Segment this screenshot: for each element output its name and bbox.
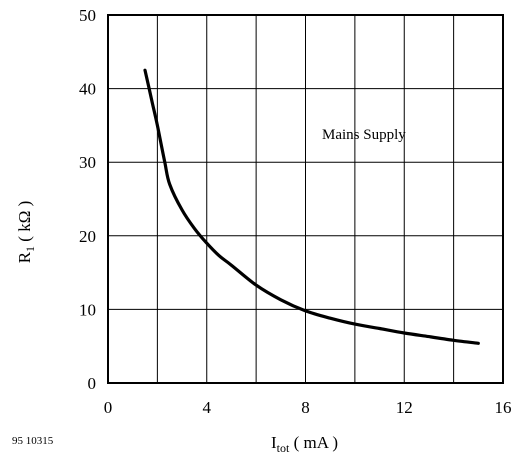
y-tick-label: 40 xyxy=(79,80,96,99)
x-axis-label-main: I xyxy=(271,433,277,452)
y-axis-label-unit: ( kΩ ) xyxy=(15,201,34,246)
y-tick-label: 0 xyxy=(88,374,97,393)
x-axis-label-unit: ( mA ) xyxy=(289,433,338,452)
y-tick-labels: 0 10 20 30 40 50 xyxy=(79,6,96,393)
plot-frame xyxy=(107,14,504,384)
y-tick-label: 30 xyxy=(79,153,96,172)
x-tick-label: 4 xyxy=(203,398,212,417)
x-tick-labels: 0 4 8 12 16 xyxy=(104,398,512,417)
x-tick-label: 0 xyxy=(104,398,113,417)
y-tick-label: 50 xyxy=(79,6,96,25)
grid xyxy=(108,15,503,383)
document-id: 95 10315 xyxy=(12,435,54,447)
y-axis-label: R1 ( kΩ ) xyxy=(15,201,37,264)
x-tick-label: 16 xyxy=(495,398,512,417)
y-tick-label: 20 xyxy=(79,227,96,246)
x-axis-label-sub: tot xyxy=(277,441,290,455)
series-line xyxy=(143,68,480,345)
x-tick-label: 12 xyxy=(396,398,413,417)
x-tick-label: 8 xyxy=(301,398,310,417)
y-tick-label: 10 xyxy=(79,300,96,319)
annotation-mains-supply: Mains Supply xyxy=(322,127,406,143)
y-axis-label-sub: 1 xyxy=(23,246,37,252)
y-axis-label-main: R xyxy=(15,251,34,263)
x-axis-label: Itot ( mA ) xyxy=(271,433,338,455)
series-layer xyxy=(143,68,480,345)
